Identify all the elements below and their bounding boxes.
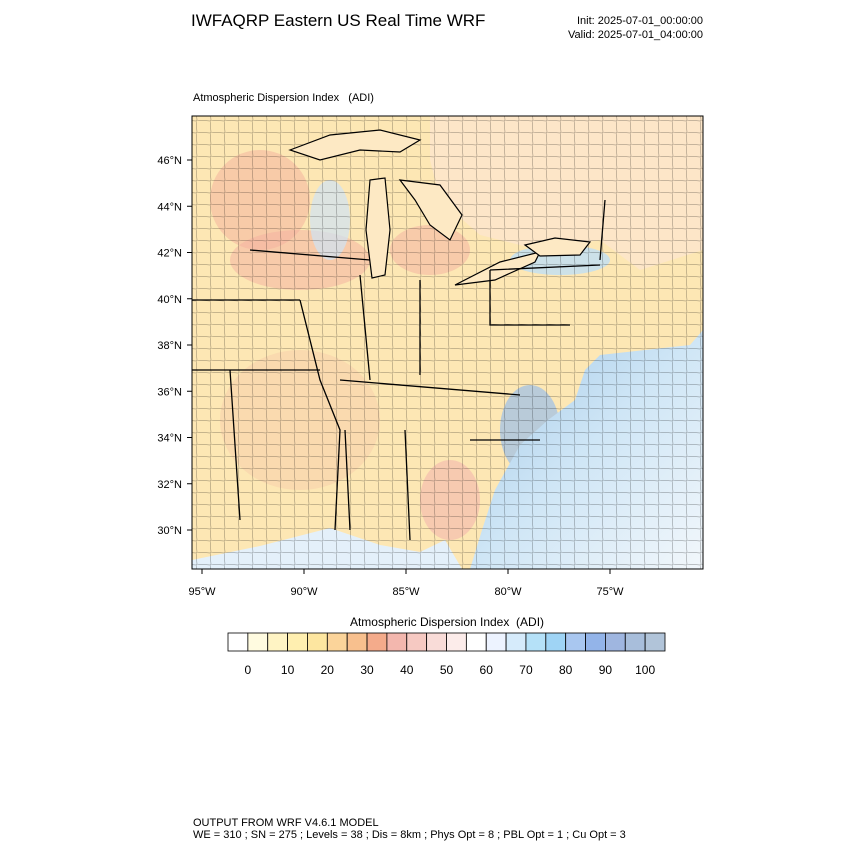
colorbar-label: 60 bbox=[480, 663, 494, 677]
map-frame bbox=[191, 115, 704, 570]
colorbar-box bbox=[465, 632, 487, 652]
colorbar-label: 90 bbox=[599, 663, 613, 677]
colorbar: 0 10 20 30 40 50 60 70 80 90 100 bbox=[227, 632, 666, 677]
colorbar-box bbox=[525, 632, 547, 652]
colorbar-label: 20 bbox=[321, 663, 335, 677]
colorbar-box bbox=[406, 632, 428, 652]
colorbar-box bbox=[446, 632, 467, 652]
colorbar-box bbox=[485, 632, 507, 652]
colorbar-title: Atmospheric Dispersion Index (ADI) bbox=[350, 615, 544, 629]
colorbar-box bbox=[644, 632, 666, 652]
lat-axis: 46°N 44°N 42°N 40°N 38°N 36°N 34°N 32°N 30°N bbox=[157, 155, 192, 537]
colorbar-box bbox=[565, 632, 586, 652]
colorbar-label: 70 bbox=[519, 663, 533, 677]
lon-label: 85°W bbox=[392, 586, 420, 598]
footer-line: WE = 310 ; SN = 275 ; Levels = 38 ; Dis … bbox=[193, 829, 626, 841]
state-lines bbox=[192, 199, 606, 541]
colorbar-label: 80 bbox=[559, 663, 573, 677]
great-lakes bbox=[288, 129, 592, 286]
lon-label: 90°W bbox=[290, 586, 318, 598]
colorbar-box bbox=[545, 632, 567, 652]
lat-label: 42°N bbox=[157, 248, 182, 260]
colorbar-label: 100 bbox=[635, 663, 655, 677]
lat-label: 32°N bbox=[157, 479, 182, 491]
colorbar-box bbox=[505, 632, 527, 652]
counties bbox=[192, 116, 703, 569]
colorbar-box bbox=[624, 632, 646, 652]
lat-label: 36°N bbox=[157, 386, 182, 398]
lat-label: 46°N bbox=[157, 155, 182, 167]
colorbar-box bbox=[426, 632, 447, 652]
colorbar-box bbox=[605, 632, 626, 652]
lat-label: 40°N bbox=[157, 294, 182, 306]
lat-label: 34°N bbox=[157, 433, 182, 445]
colorbar-label: 10 bbox=[281, 663, 295, 677]
colorbar-label: 0 bbox=[245, 663, 252, 677]
colorbar-box bbox=[585, 632, 606, 652]
colorbar-box bbox=[307, 632, 328, 652]
colorbar-box bbox=[386, 632, 408, 652]
lat-label: 30°N bbox=[157, 525, 182, 537]
lon-label: 95°W bbox=[188, 586, 216, 598]
lon-label: 75°W bbox=[596, 586, 624, 598]
lon-label: 80°W bbox=[494, 586, 522, 598]
colorbar-box bbox=[326, 632, 348, 652]
colorbar-box bbox=[366, 632, 388, 652]
colorbar-box bbox=[346, 632, 368, 652]
lat-label: 44°N bbox=[157, 201, 182, 213]
init-time: Init: 2025-07-01_00:00:00 bbox=[577, 15, 703, 27]
colorbar-box bbox=[287, 632, 308, 652]
lat-label: 38°N bbox=[157, 340, 182, 352]
colorbar-label: 50 bbox=[440, 663, 454, 677]
valid-time: Valid: 2025-07-01_04:00:00 bbox=[568, 29, 703, 41]
colorbar-box bbox=[227, 632, 249, 652]
footer-line: OUTPUT FROM WRF V4.6.1 MODEL bbox=[193, 817, 379, 829]
colorbar-label: 40 bbox=[400, 663, 414, 677]
colorbar-box bbox=[267, 632, 288, 652]
title: IWFAQRP Eastern US Real Time WRF bbox=[191, 11, 485, 30]
map-subtitle: Atmospheric Dispersion Index (ADI) bbox=[193, 92, 374, 104]
map bbox=[192, 116, 703, 569]
colorbar-box bbox=[247, 632, 269, 652]
colorbar-label: 30 bbox=[360, 663, 374, 677]
lon-axis: 95°W 90°W 85°W 80°W 75°W bbox=[188, 569, 624, 598]
